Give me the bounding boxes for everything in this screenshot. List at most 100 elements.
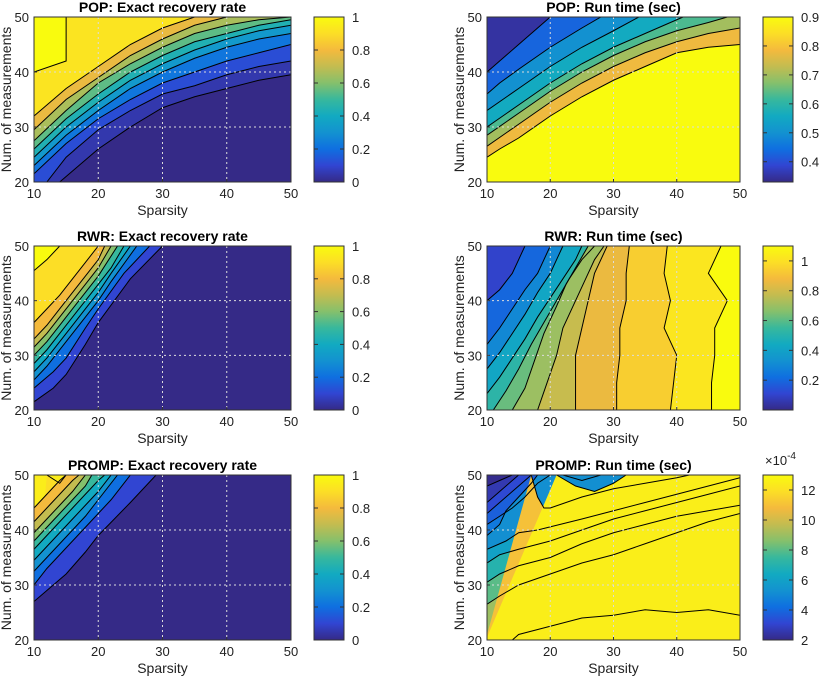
- colorbar-tick-label: 0.8: [352, 272, 370, 287]
- colorbar-tick-label: 1: [801, 254, 808, 269]
- colorbar-tick-label: 0.4: [801, 343, 819, 358]
- contour-region: [59, 74, 291, 182]
- y-tick-label: 50: [15, 468, 29, 483]
- contour-plot-area: [487, 17, 740, 182]
- x-tick-label: 10: [480, 186, 494, 201]
- contour-line: [487, 504, 740, 583]
- contour-plot-area: [34, 17, 291, 182]
- contour-line: [34, 246, 131, 373]
- y-tick-label: 20: [15, 633, 29, 648]
- x-tick-label: 30: [606, 186, 620, 201]
- x-tick-label: 10: [27, 414, 41, 429]
- contour-line: [487, 477, 740, 550]
- x-tick-label: 40: [670, 644, 684, 659]
- colorbar-tick-label: 0.6: [801, 97, 819, 112]
- x-tick-label: 10: [27, 186, 41, 201]
- y-axis-label: Num. of measurements: [451, 485, 467, 631]
- x-tick-label: 50: [733, 414, 747, 429]
- contour-line: [34, 17, 227, 131]
- contour-line: [34, 475, 131, 586]
- contour-line: [46, 60, 291, 182]
- contour-line: [34, 475, 67, 509]
- colorbar-tick-label: 0.8: [352, 501, 370, 516]
- x-tick-label: 30: [606, 644, 620, 659]
- contour-line: [34, 475, 86, 534]
- contour-line: [34, 246, 151, 389]
- y-tick-label: 40: [15, 523, 29, 538]
- y-tick-label: 50: [15, 10, 29, 25]
- x-tick-label: 30: [606, 414, 620, 429]
- contour-line: [487, 475, 532, 514]
- y-tick-label: 40: [468, 523, 482, 538]
- y-tick-label: 20: [468, 633, 482, 648]
- x-tick-label: 50: [733, 644, 747, 659]
- x-tick-label: 50: [284, 414, 298, 429]
- y-tick-label: 50: [15, 239, 29, 254]
- y-tick-label: 40: [15, 294, 29, 309]
- colorbar-tick-label: 0.8: [801, 284, 819, 299]
- colorbar: [313, 474, 345, 641]
- x-tick-label: 20: [91, 186, 105, 201]
- x-tick-label: 30: [155, 414, 169, 429]
- colorbar-tick-label: 0.2: [352, 600, 370, 615]
- colorbar-tick-label: 1: [352, 239, 359, 254]
- plot-title: PROMP: Run time (sec): [535, 457, 691, 473]
- contour-line: [59, 74, 291, 182]
- x-tick-label: 20: [543, 644, 557, 659]
- x-tick-label: 10: [27, 644, 41, 659]
- x-tick-label: 40: [220, 414, 234, 429]
- contour-line: [575, 246, 608, 410]
- colorbar-tick-label: 0.4: [352, 109, 370, 124]
- y-tick-label: 30: [15, 120, 29, 135]
- colorbar-tick-label: 0.9: [801, 10, 819, 25]
- colorbar-tick-label: 0.5: [801, 126, 819, 141]
- x-tick-label: 20: [543, 414, 557, 429]
- colorbar-tick-label: 0.6: [352, 305, 370, 320]
- contour-line: [556, 475, 627, 493]
- contour-line: [487, 44, 740, 158]
- y-tick-label: 30: [468, 348, 482, 363]
- contour-line: [34, 475, 157, 602]
- x-tick-label: 50: [284, 644, 298, 659]
- colorbar-tick-label: 8: [801, 543, 808, 558]
- x-tick-label: 40: [220, 644, 234, 659]
- colorbar-tick-label: 0.4: [801, 155, 819, 170]
- colorbar: [313, 245, 345, 411]
- x-tick-label: 40: [220, 186, 234, 201]
- panel-rwr-runtime: RWR: Run time (sec) Sparsity Num. of mea…: [451, 228, 819, 446]
- contour-line: [46, 475, 67, 484]
- y-tick-label: 20: [468, 175, 482, 190]
- contour-line: [34, 246, 61, 271]
- colorbar-tick-label: 1: [352, 10, 359, 25]
- contour-line: [34, 19, 291, 150]
- x-tick-label: 30: [155, 186, 169, 201]
- x-tick-label: 40: [670, 186, 684, 201]
- colorbar-tick-label: 4: [801, 603, 808, 618]
- contour-line: [487, 475, 513, 487]
- contour-line: [487, 17, 684, 128]
- colorbar-tick-label: 0: [352, 633, 359, 648]
- colorbar-tick-label: 0.2: [352, 142, 370, 157]
- contour-line: [562, 475, 601, 482]
- panel-pop-recovery: POP: Exact recovery rate Sparsity Num. o…: [0, 0, 370, 218]
- y-tick-label: 20: [468, 403, 482, 418]
- colorbar-tick-label: 6: [801, 573, 808, 588]
- y-axis-label: Num. of measurements: [451, 27, 467, 173]
- plot-title: PROMP: Exact recovery rate: [68, 457, 257, 473]
- contour-line: [487, 17, 728, 136]
- x-tick-label: 50: [733, 186, 747, 201]
- panel-promp-recovery: PROMP: Exact recovery rate Sparsity Num.…: [0, 457, 370, 676]
- y-tick-label: 30: [468, 578, 482, 593]
- contour-line: [487, 475, 538, 536]
- x-tick-label: 20: [543, 186, 557, 201]
- contour-line: [34, 246, 163, 403]
- colorbar-tick-label: 1: [352, 468, 359, 483]
- contour-line: [487, 513, 740, 605]
- x-tick-label: 20: [91, 644, 105, 659]
- y-axis-label: Num. of measurements: [0, 27, 14, 173]
- y-tick-label: 40: [15, 65, 29, 80]
- contour-line: [487, 246, 551, 345]
- contour-line: [487, 246, 564, 370]
- colorbar-tick-label: 0.2: [801, 373, 819, 388]
